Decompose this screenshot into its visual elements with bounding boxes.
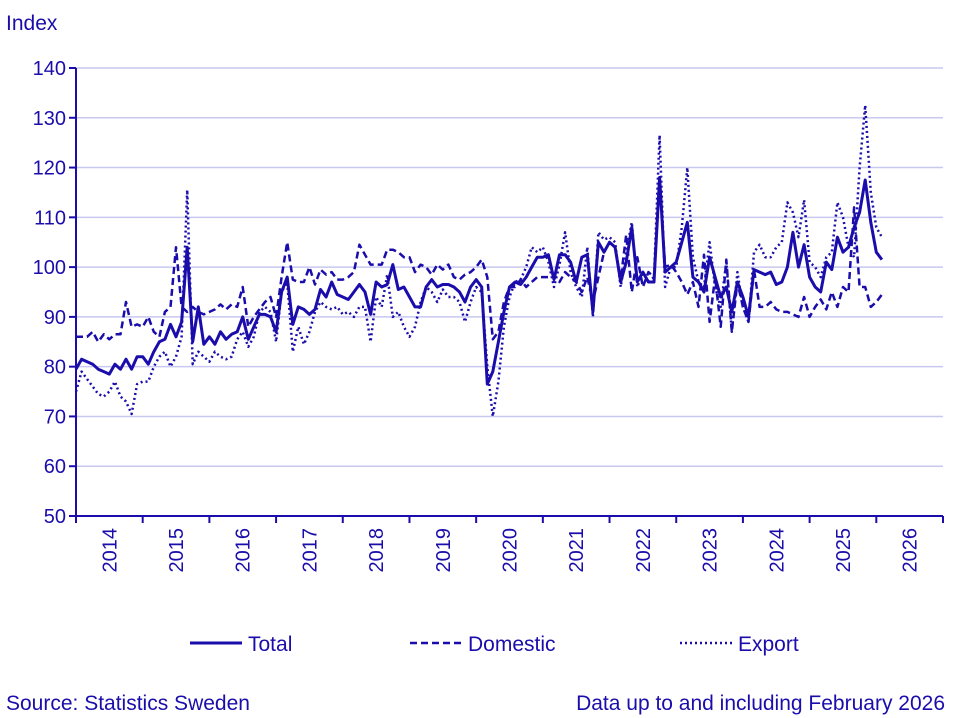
axes	[69, 67, 944, 523]
y-tick-labels: 50 60 70 80 90 100 110 120 130 140	[33, 58, 66, 528]
legend: Total Domestic Export	[190, 633, 799, 656]
x-tick-labels: 2014 2015 2016 2017 2018 2019 2020 2021 2022 2023…	[99, 528, 921, 573]
x-tick-label: 2015	[166, 528, 188, 573]
y-tick-label: 110	[34, 207, 66, 229]
source-note: Source: Statistics Sweden	[6, 692, 250, 715]
data-coverage-note: Data up to and including February 2026	[576, 692, 945, 715]
y-tick-label: 60	[44, 456, 66, 478]
legend-item-domestic: Domestic	[410, 633, 556, 656]
y-tick-label: 80	[44, 357, 66, 379]
y-tick-label: 50	[44, 506, 66, 528]
x-tick-label: 2023	[700, 528, 722, 573]
x-tick-label: 2017	[299, 528, 321, 573]
gridlines	[76, 67, 943, 467]
series-line-export	[74, 104, 883, 418]
legend-item-export: Export	[680, 633, 799, 656]
x-tick-label: 2021	[566, 528, 588, 573]
series-lines	[74, 104, 884, 418]
y-tick-label: 120	[33, 158, 66, 180]
x-tick-label: 2022	[633, 528, 655, 573]
y-tick-label: 90	[44, 307, 66, 329]
series-line-domestic	[76, 176, 883, 344]
y-tick-label: 100	[33, 257, 66, 279]
series-line-total	[74, 176, 884, 386]
y-tick-label: 70	[44, 406, 66, 428]
legend-label: Domestic	[468, 633, 556, 656]
legend-label: Total	[248, 633, 292, 656]
x-tick-label: 2014	[99, 528, 121, 573]
y-tick-label: 130	[33, 108, 66, 130]
legend-item-total: Total	[190, 633, 292, 656]
x-tick-label: 2019	[433, 528, 455, 573]
x-tick-label: 2016	[233, 528, 255, 573]
x-tick-label: 2020	[500, 528, 522, 573]
x-tick-label: 2018	[366, 528, 388, 573]
x-tick-label: 2025	[833, 528, 855, 573]
legend-label: Export	[738, 633, 799, 656]
x-tick-label: 2024	[766, 528, 788, 573]
y-axis-label: Index	[6, 12, 58, 35]
x-tick-label: 2026	[900, 528, 922, 573]
y-tick-label: 140	[33, 58, 66, 80]
